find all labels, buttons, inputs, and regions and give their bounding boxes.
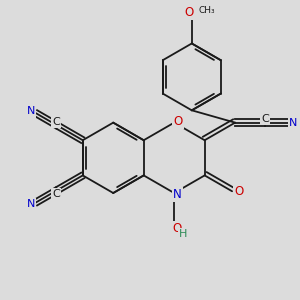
Text: N: N [173,188,182,201]
Text: N: N [289,118,297,128]
Text: C: C [52,189,60,199]
Text: C: C [52,117,60,127]
Text: O: O [173,115,182,128]
Text: H: H [179,229,187,239]
Text: C: C [261,113,269,124]
Text: O: O [234,185,243,198]
Text: N: N [27,199,35,209]
Text: O: O [172,222,181,235]
Text: N: N [27,106,35,116]
Text: CH₃: CH₃ [198,6,215,15]
Text: O: O [184,6,194,19]
